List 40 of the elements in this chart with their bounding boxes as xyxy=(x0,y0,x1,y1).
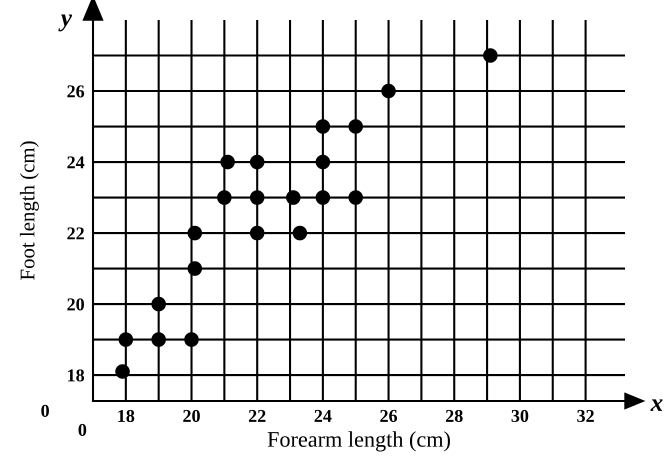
point xyxy=(220,154,235,170)
point xyxy=(115,364,130,379)
x-tick-label: 30 xyxy=(512,410,528,422)
y-axis-title: Foot length (cm) xyxy=(20,141,39,280)
x-tick-label: 32 xyxy=(577,410,594,422)
point xyxy=(381,84,396,98)
point xyxy=(188,226,202,240)
point xyxy=(250,226,264,240)
point xyxy=(151,296,166,312)
point xyxy=(188,261,202,276)
point xyxy=(316,154,330,170)
point xyxy=(316,190,330,205)
point xyxy=(292,226,308,240)
text: x xyxy=(650,399,663,411)
y-tick-label: 22 xyxy=(67,227,84,240)
x-tick-label: 18 xyxy=(118,410,134,422)
point xyxy=(250,154,264,170)
x-tick-label: 28 xyxy=(446,410,463,422)
text: y xyxy=(58,14,72,32)
point xyxy=(184,332,199,347)
point xyxy=(250,190,264,205)
y-tick-label: 24 xyxy=(67,156,84,168)
point xyxy=(118,332,134,347)
text: 0 xyxy=(41,404,49,417)
text: 0 xyxy=(78,424,86,436)
x-axis-title: Forearm length (cm) xyxy=(268,431,450,452)
point xyxy=(348,119,363,134)
point xyxy=(316,119,330,134)
y-tick-label: 26 xyxy=(67,85,84,98)
point xyxy=(348,190,363,205)
x-tick-label: 22 xyxy=(248,410,266,422)
y-tick-label: 18 xyxy=(68,369,84,382)
point xyxy=(217,190,232,205)
y-tick-label: 20 xyxy=(67,298,84,311)
x-tick-label: 20 xyxy=(183,410,200,422)
x-tick-label: 26 xyxy=(380,410,398,422)
x-tick-label: 24 xyxy=(314,410,332,422)
point xyxy=(151,332,166,347)
point xyxy=(483,48,498,63)
point xyxy=(286,190,301,205)
